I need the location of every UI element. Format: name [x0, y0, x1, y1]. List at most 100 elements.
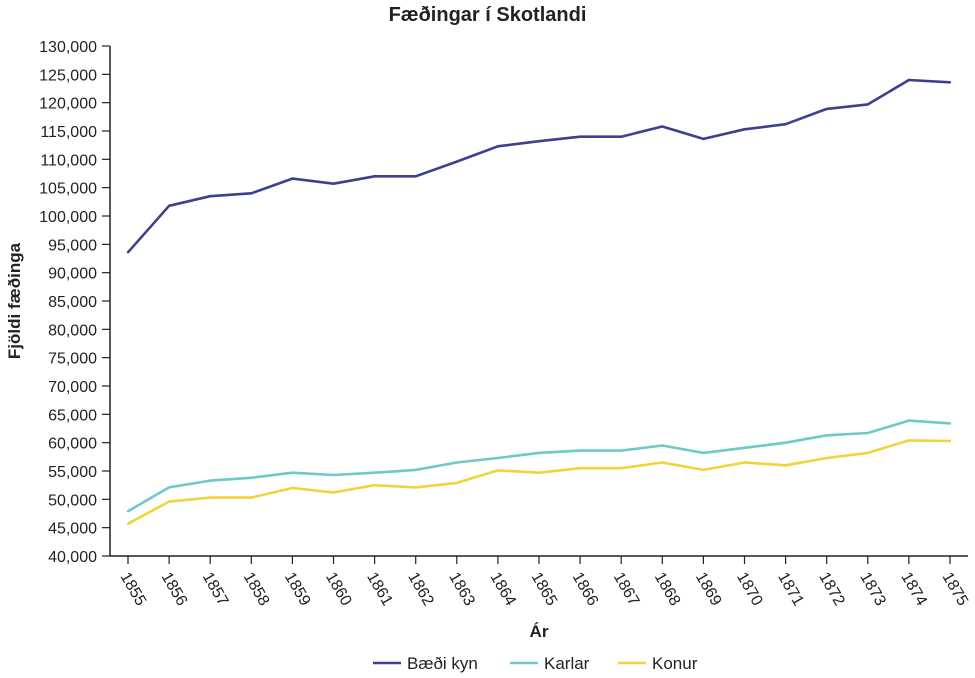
x-tick-label: 1867: [610, 570, 643, 609]
x-tick-label: 1869: [692, 570, 725, 609]
data-point: [578, 449, 582, 452]
data-point: [414, 468, 417, 472]
data-point: [620, 135, 623, 138]
data-point: [620, 466, 623, 470]
data-point: [702, 137, 705, 141]
data-point: [620, 449, 623, 452]
y-tick-label: 100,000: [39, 209, 97, 226]
data-point: [455, 160, 458, 163]
y-tick-label: 130,000: [39, 39, 97, 56]
y-tick-label: 50,000: [48, 492, 97, 509]
data-point: [455, 461, 458, 464]
data-point: [250, 496, 253, 499]
data-point: [866, 431, 869, 435]
data-point: [702, 451, 705, 455]
data-point: [907, 439, 911, 442]
x-tick-label: 1864: [486, 570, 519, 609]
data-point: [332, 182, 335, 185]
data-point: [537, 140, 541, 143]
data-point: [167, 486, 171, 489]
data-point: [537, 471, 541, 474]
data-point: [743, 461, 746, 464]
y-axis-title: Fjöldi fæðinga: [5, 242, 24, 359]
y-tick-label: 55,000: [48, 464, 97, 481]
data-point: [291, 471, 294, 474]
y-tick-label: 60,000: [48, 436, 97, 453]
y-axis-ticks: 40,000 45,000 50,000 55,000 60,000 65,000 70,0…: [39, 39, 110, 566]
data-point: [743, 128, 746, 131]
data-point: [126, 522, 130, 525]
data-point: [578, 466, 582, 470]
data-point: [661, 461, 664, 464]
y-tick-label: 80,000: [48, 322, 97, 339]
data-point: [907, 78, 911, 82]
data-point: [866, 451, 869, 455]
data-point: [948, 439, 952, 443]
data-point: [578, 135, 582, 138]
y-tick-label: 40,000: [48, 549, 97, 566]
x-tick-label: 1865: [528, 570, 561, 609]
x-tick-label: 1856: [158, 570, 191, 609]
y-tick-label: 75,000: [48, 351, 97, 368]
data-point: [250, 476, 253, 479]
y-tick-label: 110,000: [40, 152, 97, 169]
data-point: [537, 451, 541, 455]
data-point: [496, 145, 500, 148]
data-point: [743, 446, 746, 449]
data-point: [825, 456, 828, 460]
data-point: [209, 194, 212, 198]
x-tick-label: 1862: [404, 570, 437, 609]
data-point: [784, 123, 787, 126]
x-axis-title: Ár: [530, 622, 549, 641]
data-point: [167, 500, 171, 503]
data-point: [661, 444, 664, 447]
data-point: [825, 107, 828, 111]
data-point: [373, 483, 376, 487]
legend: Bæði kyn Karlar Konur: [373, 654, 698, 673]
x-tick-label: 1868: [651, 570, 684, 609]
data-point: [209, 479, 212, 482]
data-point: [661, 125, 664, 128]
data-point: [373, 175, 376, 178]
x-tick-label: 1863: [445, 570, 478, 609]
x-tick-label: 1873: [856, 570, 889, 609]
data-point: [948, 81, 952, 84]
data-point: [414, 175, 417, 178]
data-point: [332, 473, 335, 477]
data-point: [332, 491, 335, 494]
data-point: [291, 177, 294, 180]
series-line-1: [127, 78, 951, 254]
chart-title: Fæðingar í Skotlandi: [388, 4, 587, 26]
data-point: [496, 456, 500, 460]
y-tick-label: 120,000: [39, 96, 97, 113]
legend-label: Konur: [652, 654, 698, 673]
data-point: [167, 204, 171, 207]
data-point: [784, 464, 787, 467]
y-tick-label: 85,000: [48, 294, 97, 311]
y-tick-label: 115,000: [40, 124, 97, 141]
x-tick-label: 1855: [117, 570, 150, 609]
data-point: [866, 103, 869, 106]
data-point: [784, 441, 787, 444]
x-tick-label: 1875: [939, 570, 972, 609]
data-point: [209, 496, 212, 499]
data-point: [291, 486, 294, 490]
data-point: [948, 422, 952, 425]
legend-label: Bæði kyn: [407, 654, 478, 673]
y-tick-label: 70,000: [48, 379, 97, 396]
x-tick-label: 1859: [281, 570, 314, 609]
data-point: [702, 468, 705, 472]
data-point: [126, 251, 130, 254]
data-point: [907, 419, 911, 422]
data-point: [825, 434, 828, 437]
series-lines: [126, 78, 952, 525]
y-tick-label: 105,000: [39, 181, 97, 198]
data-point: [373, 471, 376, 474]
x-tick-label: 1857: [199, 570, 232, 609]
x-tick-label: 1874: [897, 570, 930, 609]
data-point: [455, 481, 458, 485]
y-tick-label: 95,000: [48, 237, 97, 254]
x-tick-label: 1871: [774, 570, 807, 609]
data-point: [250, 192, 253, 195]
